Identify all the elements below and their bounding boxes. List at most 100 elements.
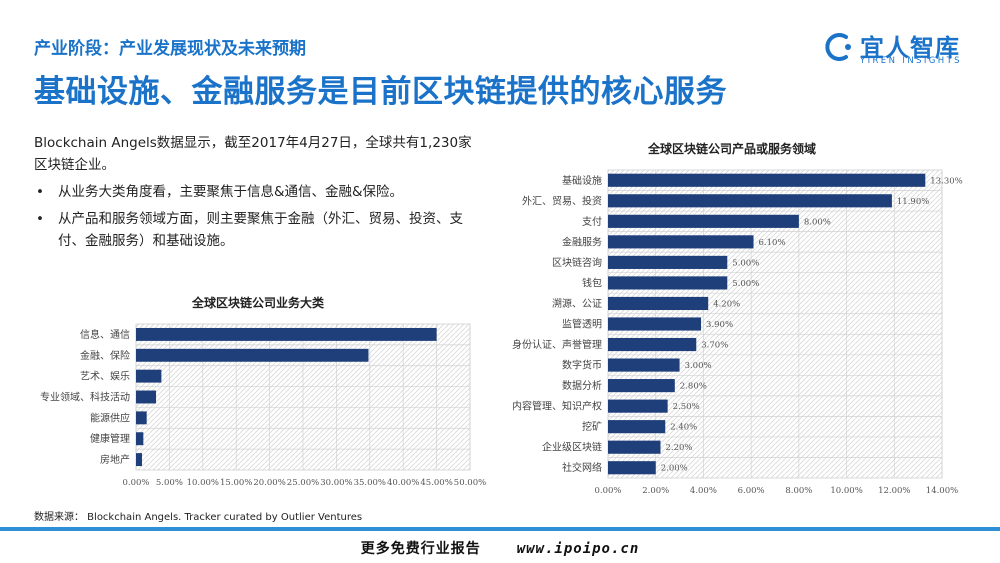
x-tick-label: 2.00% xyxy=(642,486,669,496)
bar xyxy=(136,348,369,362)
bar xyxy=(608,235,754,249)
category-label: 身份认证、声誉管理 xyxy=(512,338,602,351)
brand-logo: 宜人智库 YIREN INSIGHTS xyxy=(822,28,982,68)
category-label: 金融、保险 xyxy=(80,349,130,362)
bar xyxy=(608,399,668,413)
bullet-marker: • xyxy=(36,211,44,227)
bar xyxy=(136,369,162,383)
x-tick-label: 40.00% xyxy=(387,478,419,488)
bar xyxy=(608,358,680,372)
bullet-text: 从业务大类角度看，主要聚焦于信息&通信、金融&保险。 xyxy=(58,184,404,200)
footer-promo-text: 更多免费行业报告 xyxy=(360,541,481,557)
data-label: 2.20% xyxy=(665,443,692,453)
category-label: 监管透明 xyxy=(562,318,602,331)
data-label: 2.00% xyxy=(661,464,688,474)
bar xyxy=(608,255,728,269)
x-tick-label: 0.00% xyxy=(122,478,149,488)
bullet-marker: • xyxy=(36,184,44,200)
business-category-chart: 0.00% 5.00% 10.00% 15.00% 20.00% 25.00% 30.00%… xyxy=(40,323,486,488)
bar xyxy=(608,214,799,228)
data-label: 2.80% xyxy=(680,382,707,392)
data-source-note: 数据来源： Blockchain Angels. Tracker curated… xyxy=(34,512,363,523)
x-tick-label: 6.00% xyxy=(738,486,765,496)
category-label: 健康管理 xyxy=(90,432,130,445)
brand-name: 宜人智库 xyxy=(860,34,960,62)
data-label: 2.40% xyxy=(670,423,697,433)
category-label: 钱包 xyxy=(582,276,602,289)
description: Blockchain Angels数据显示，截至2017年4月27日，全球共有1… xyxy=(34,132,484,252)
x-tick-label: 25.00% xyxy=(287,478,319,488)
bar xyxy=(608,440,661,454)
x-tick-label: 10.00% xyxy=(187,478,219,488)
bar xyxy=(136,411,147,425)
category-label: 社交网络 xyxy=(562,461,602,474)
footer-divider xyxy=(0,527,1000,531)
x-tick-label: 5.00% xyxy=(156,478,183,488)
bar xyxy=(608,461,656,475)
bar xyxy=(136,432,144,446)
category-label: 外汇、贸易、投资 xyxy=(522,194,602,207)
bar xyxy=(608,379,675,393)
data-label: 8.00% xyxy=(804,217,831,227)
bullet-item: • 从业务大类角度看，主要聚焦于信息&通信、金融&保险。 xyxy=(34,181,484,203)
category-label: 金融服务 xyxy=(562,235,602,248)
category-label: 能源供应 xyxy=(90,411,130,424)
data-label: 5.00% xyxy=(732,279,759,289)
data-label: 6.10% xyxy=(759,238,786,248)
category-label: 数字货币 xyxy=(562,359,602,372)
category-label: 房地产 xyxy=(100,453,130,466)
data-label: 11.90% xyxy=(897,197,929,207)
data-label: 13.30% xyxy=(930,176,962,186)
chart-title-business-categories: 全球区块链公司业务大类 xyxy=(192,296,325,310)
data-label: 2.50% xyxy=(673,402,700,412)
category-label: 信息、通信 xyxy=(80,328,130,341)
x-tick-label: 4.00% xyxy=(690,486,717,496)
x-tick-label: 8.00% xyxy=(785,486,812,496)
bar xyxy=(136,453,143,467)
x-tick-label: 30.00% xyxy=(320,478,352,488)
data-label: 3.70% xyxy=(701,341,728,351)
data-label: 5.00% xyxy=(732,258,759,268)
brand-tagline: YIREN INSIGHTS xyxy=(860,56,962,66)
bar xyxy=(136,327,437,341)
x-tick-label: 45.00% xyxy=(420,478,452,488)
bar xyxy=(608,317,702,331)
data-label: 3.00% xyxy=(685,361,712,371)
x-tick-label: 0.00% xyxy=(594,486,621,496)
bullet-item: • 从产品和服务领域方面，则主要聚焦于金融（外汇、贸易、投资、支付、金融服务）和… xyxy=(34,208,484,252)
x-tick-label: 12.00% xyxy=(878,486,910,496)
product-area-chart: 0.00% 2.00% 4.00% 6.00% 8.00% 10.00% 12.00% 14.… xyxy=(512,169,963,496)
bar xyxy=(608,296,709,311)
category-label: 专业领域、科技活动 xyxy=(40,391,130,404)
section-subtitle: 产业阶段：产业发展现状及未来预期 xyxy=(34,39,306,59)
category-label: 挖矿 xyxy=(582,420,602,433)
category-label: 基础设施 xyxy=(562,174,602,187)
x-tick-label: 15.00% xyxy=(220,478,252,488)
intro-text: Blockchain Angels数据显示，截至2017年4月27日，全球共有1… xyxy=(34,135,472,173)
category-label: 支付 xyxy=(582,215,602,228)
bullet-text: 从产品和服务领域方面，则主要聚焦于金融（外汇、贸易、投资、支付、金融服务）和基础… xyxy=(58,211,463,249)
chart-title-product-areas: 全球区块链公司产品或服务领域 xyxy=(648,142,817,156)
x-tick-label: 10.00% xyxy=(830,486,862,496)
bar xyxy=(608,173,926,187)
bar xyxy=(136,390,157,404)
x-tick-label: 14.00% xyxy=(926,486,958,496)
category-label: 内容管理、知识产权 xyxy=(512,400,602,413)
bar xyxy=(608,337,697,352)
category-label: 区块链咨询 xyxy=(552,256,602,269)
category-label: 数据分析 xyxy=(562,379,602,392)
x-tick-label: 20.00% xyxy=(253,478,285,488)
footer-url[interactable]: www.ipoipo.cn xyxy=(516,541,640,557)
data-label: 4.20% xyxy=(713,299,740,309)
bar xyxy=(608,276,728,290)
page-title: 基础设施、金融服务是目前区块链提供的核心服务 xyxy=(34,74,727,110)
bar xyxy=(608,194,892,208)
footer-banner: 更多免费行业报告 www.ipoipo.cn xyxy=(0,538,1000,558)
category-label: 溯源、公证 xyxy=(552,297,602,310)
category-label: 企业级区块链 xyxy=(542,441,602,454)
category-label: 艺术、娱乐 xyxy=(80,370,130,383)
data-label: 3.90% xyxy=(706,320,733,330)
x-tick-label: 35.00% xyxy=(354,478,386,488)
x-tick-label: 50.00% xyxy=(454,478,486,488)
yiren-logo-icon xyxy=(825,33,851,61)
